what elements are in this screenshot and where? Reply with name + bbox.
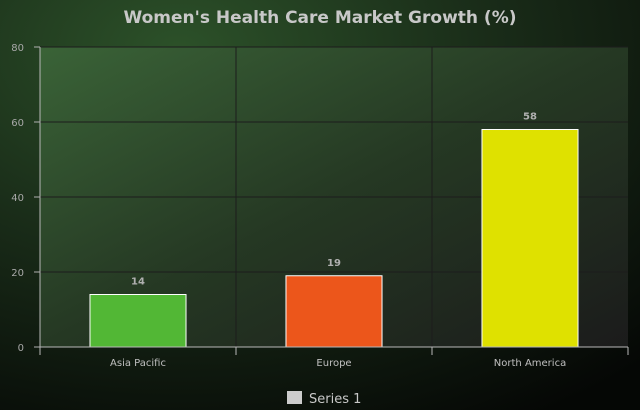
x-tick-label: North America bbox=[494, 358, 566, 369]
data-label: 58 bbox=[523, 112, 537, 123]
bar-europe[interactable] bbox=[285, 275, 383, 348]
bar-asia-pacific[interactable] bbox=[89, 294, 187, 348]
y-tick-label: 0 bbox=[18, 343, 24, 354]
data-label: 19 bbox=[327, 258, 341, 269]
x-tick-label: Europe bbox=[316, 358, 351, 369]
y-tick-label: 80 bbox=[11, 43, 24, 54]
axes: 0 20 40 60 80 Asia Pacific Europe North America bbox=[11, 43, 629, 369]
y-tick-label: 20 bbox=[11, 268, 24, 279]
legend-swatch[interactable] bbox=[287, 391, 302, 404]
bars bbox=[89, 129, 579, 348]
x-tick-label: Asia Pacific bbox=[110, 358, 166, 369]
legend[interactable]: Series 1 bbox=[287, 391, 361, 407]
data-label: 14 bbox=[131, 277, 145, 288]
y-tick-label: 60 bbox=[11, 118, 24, 129]
chart-title: Women's Health Care Market Growth (%) bbox=[123, 8, 516, 28]
legend-label[interactable]: Series 1 bbox=[309, 392, 361, 407]
bar-north-america[interactable] bbox=[481, 129, 579, 348]
y-tick-label: 40 bbox=[11, 193, 24, 204]
data-labels: 14 19 58 bbox=[131, 112, 537, 288]
